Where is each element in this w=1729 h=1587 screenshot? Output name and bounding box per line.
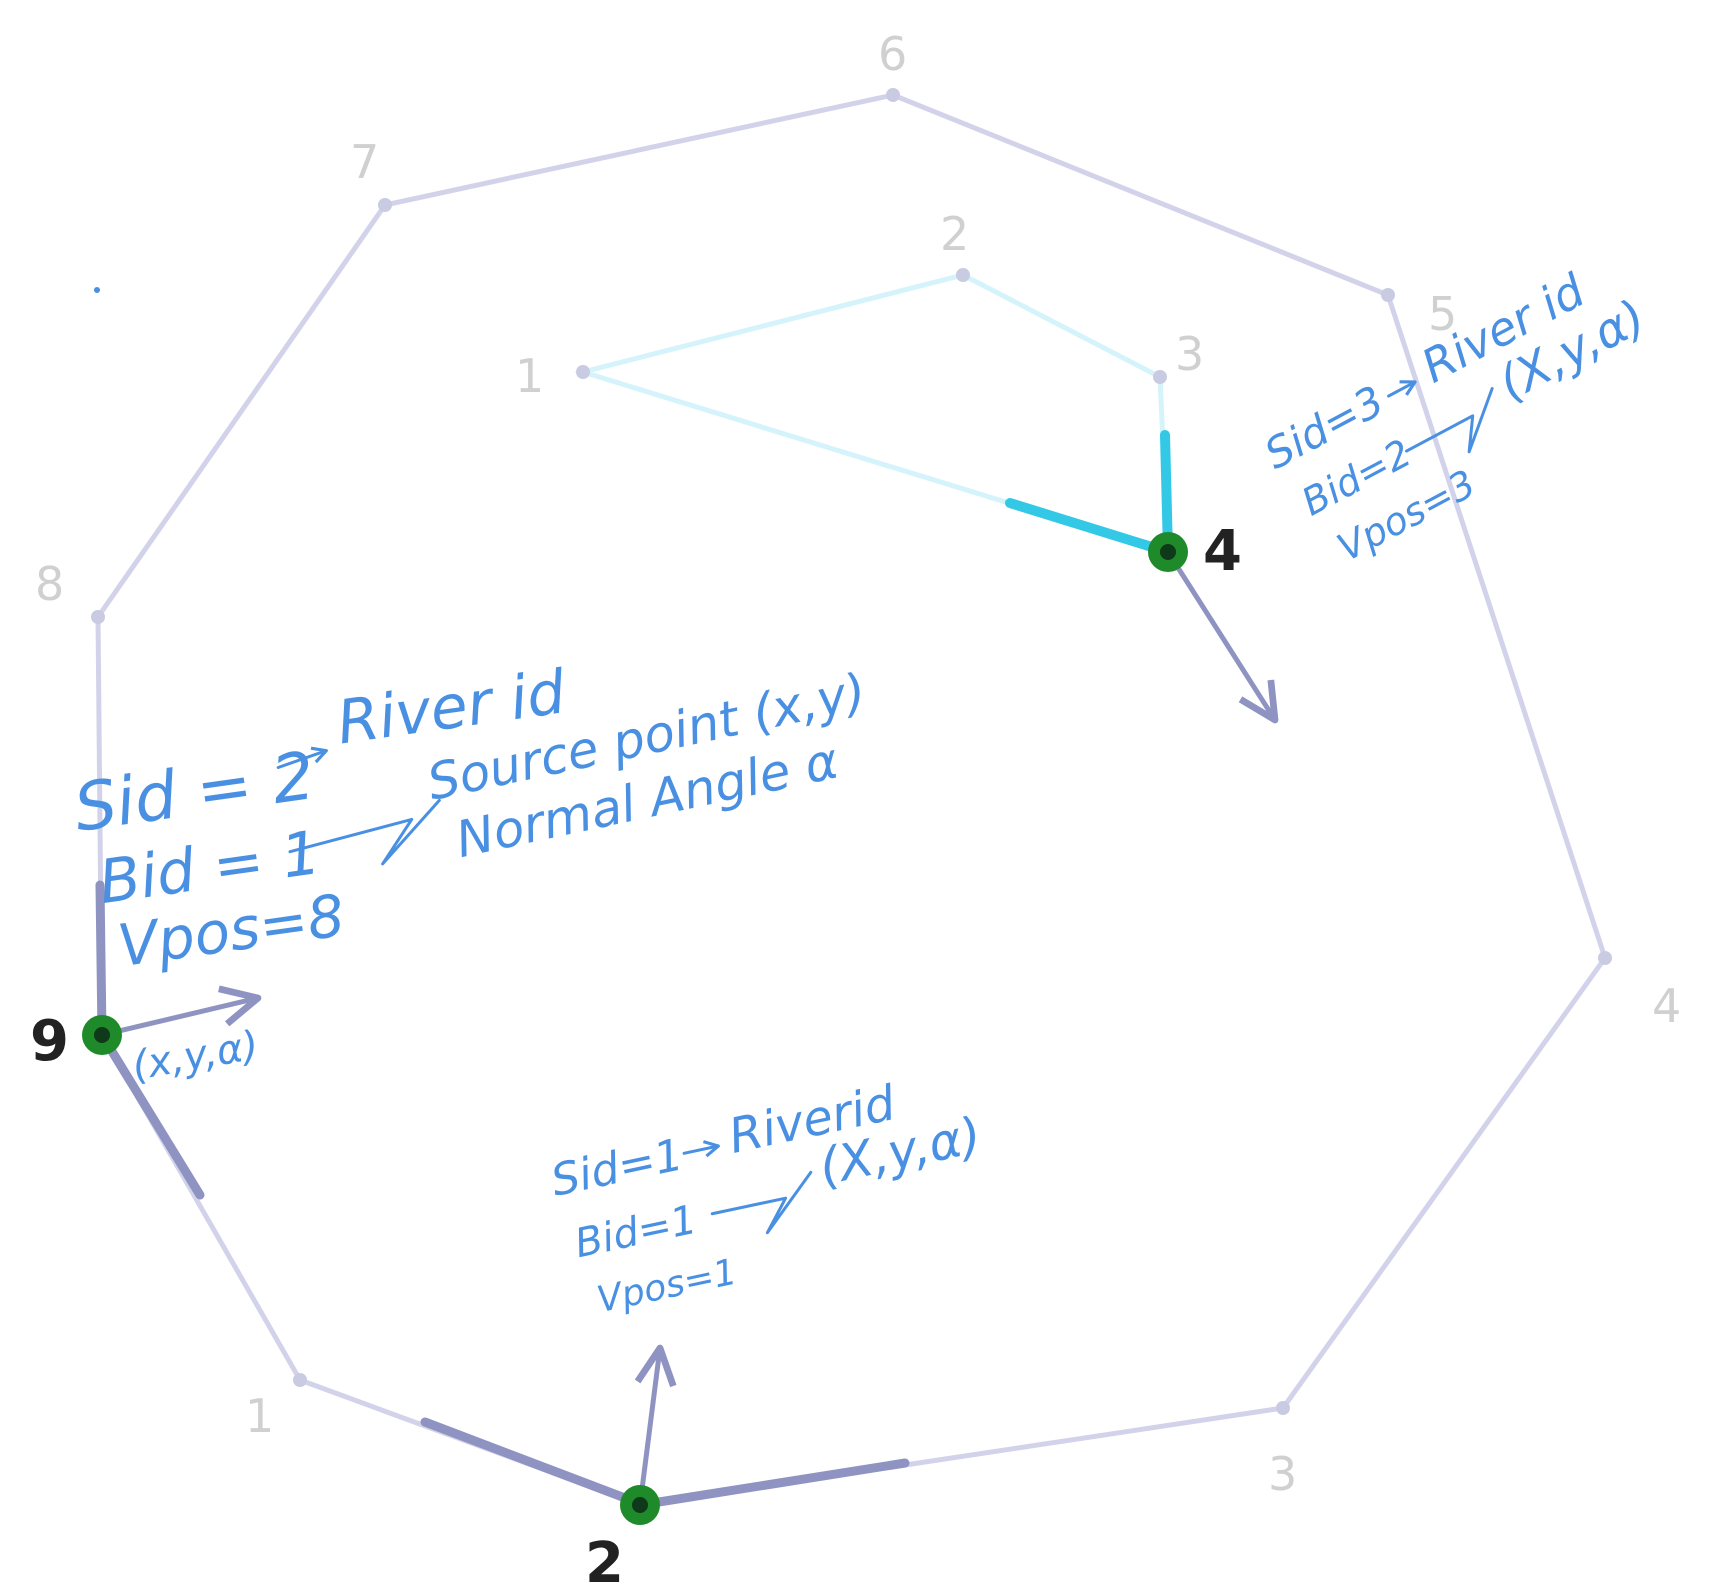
outer-vertex-7 [378, 198, 392, 212]
outer-vertex-label-7: 7 [350, 135, 379, 189]
source-label-9: 9 [30, 1009, 69, 1074]
highlighted-edges [95, 430, 1173, 1510]
normal-arrow-source-1 [634, 1344, 677, 1508]
outer-vertex-1 [293, 1373, 307, 1387]
annotation-source-2-point-label: (x,y,α) [129, 1022, 262, 1089]
source-point-2-core [632, 1497, 648, 1513]
outer-vertex-8 [91, 610, 105, 624]
inner-vertex-3 [1153, 370, 1167, 384]
highlight-edge-1-4 [1005, 498, 1173, 557]
inner-vertex-label-2: 2 [940, 207, 969, 261]
annotation-source-2: Sid = 2 Bid = 1 Vpos=8 River id Source p… [70, 657, 871, 1090]
annotation-source-3: Sid=3 Bid=2 Vpos=3 River id (X,y,α) [1257, 263, 1655, 570]
outer-vertex-labels: 1 3 4 5 6 7 8 [35, 27, 1681, 1501]
annotation-source-3-river-arrow [1387, 380, 1417, 398]
outer-vertex-label-3: 3 [1268, 1447, 1297, 1501]
annotation-source-3-bracket-arrow [1404, 387, 1494, 454]
source-point-9-core [94, 1027, 110, 1043]
outer-vertex-label-1: 1 [245, 1389, 274, 1443]
annotation-source-1: Sid=1 Bid=1 Vpos=1 Riverid (X,y,α) [547, 1075, 987, 1321]
annotation-source-1-bracket-arrow [710, 1170, 813, 1235]
inner-polygon: 1 2 3 [515, 207, 1204, 556]
outer-vertex-3 [1276, 1401, 1290, 1415]
source-label-2: 2 [585, 1531, 624, 1587]
normal-arrow-source-3 [1165, 549, 1279, 724]
normal-arrow-source-2 [99, 985, 262, 1038]
annotation-source-1-sid: Sid=1 [547, 1129, 688, 1207]
inner-vertex-1 [576, 365, 590, 379]
inner-vertex-2 [956, 268, 970, 282]
annotation-source-1-vpos: Vpos=1 [594, 1252, 741, 1321]
source-label-4: 4 [1203, 519, 1242, 584]
outer-vertices [91, 88, 1612, 1415]
inner-vertex-label-1: 1 [515, 349, 544, 403]
outer-vertex-label-6: 6 [878, 27, 907, 81]
annotation-source-2-river-arrow [276, 746, 328, 770]
outer-polygon-edges [95, 92, 1608, 1508]
source-points: 2 9 4 [30, 519, 1242, 1587]
outer-vertex-label-8: 8 [35, 557, 64, 611]
inner-polygon-edges [573, 272, 1171, 556]
outer-polygon [95, 92, 1608, 1508]
highlight-edge-9-8 [95, 880, 107, 1040]
source-point-4-core [1160, 544, 1176, 560]
highlight-edge-1-2 [420, 1417, 643, 1508]
annotation-source-1-bid: Bid=1 [571, 1197, 701, 1268]
outer-vertex-label-5: 5 [1428, 287, 1457, 341]
normal-arrows [99, 549, 1279, 1508]
outer-vertex-label-4: 4 [1652, 979, 1681, 1033]
annotation-source-1-river-arrow [682, 1140, 720, 1158]
stray-dot [94, 287, 100, 293]
inner-vertex-label-3: 3 [1175, 327, 1204, 381]
highlight-edge-2-3 [635, 1458, 910, 1510]
outer-vertex-5 [1381, 288, 1395, 302]
highlight-edge-9-1 [97, 1030, 205, 1200]
outer-vertex-4 [1598, 951, 1612, 965]
outer-vertex-6 [886, 88, 900, 102]
annotation-source-2-bracket-arrow [288, 798, 441, 866]
